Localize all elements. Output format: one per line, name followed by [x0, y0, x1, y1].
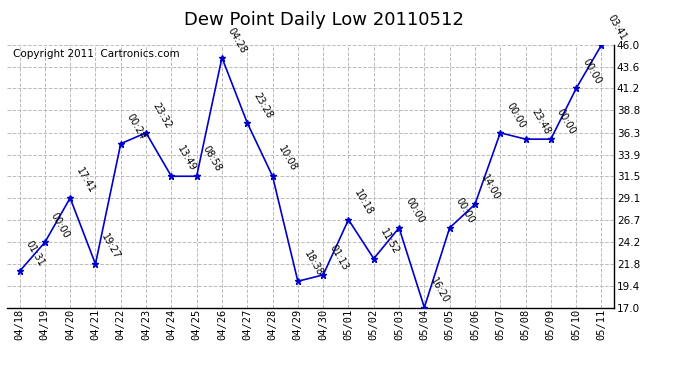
Text: 00:00: 00:00 — [504, 101, 527, 130]
Text: 00:00: 00:00 — [580, 57, 603, 86]
Text: 10:18: 10:18 — [353, 188, 375, 217]
Text: 00:24: 00:24 — [125, 112, 148, 141]
Text: 00:00: 00:00 — [49, 210, 72, 240]
Text: Copyright 2011  Cartronics.com: Copyright 2011 Cartronics.com — [13, 49, 179, 59]
Text: 23:48: 23:48 — [530, 107, 552, 136]
Text: 14:00: 14:00 — [479, 172, 502, 201]
Text: 00:00: 00:00 — [403, 196, 426, 225]
Text: 01:31: 01:31 — [23, 240, 46, 268]
Text: Dew Point Daily Low 20110512: Dew Point Daily Low 20110512 — [184, 11, 464, 29]
Text: 18:38: 18:38 — [302, 249, 324, 279]
Text: 08:58: 08:58 — [201, 144, 224, 174]
Text: 00:00: 00:00 — [555, 107, 578, 136]
Text: 16:20: 16:20 — [428, 276, 451, 305]
Text: 23:28: 23:28 — [251, 91, 274, 120]
Text: 11:52: 11:52 — [378, 226, 401, 256]
Text: 23:32: 23:32 — [150, 101, 173, 130]
Text: 01:13: 01:13 — [327, 243, 350, 272]
Text: 19:27: 19:27 — [99, 232, 122, 261]
Text: 17:41: 17:41 — [75, 166, 97, 195]
Text: 13:49: 13:49 — [175, 144, 198, 174]
Text: 00:00: 00:00 — [454, 196, 476, 225]
Text: 04:28: 04:28 — [226, 26, 248, 55]
Text: 10:08: 10:08 — [277, 144, 299, 174]
Text: 03:41: 03:41 — [606, 13, 628, 42]
